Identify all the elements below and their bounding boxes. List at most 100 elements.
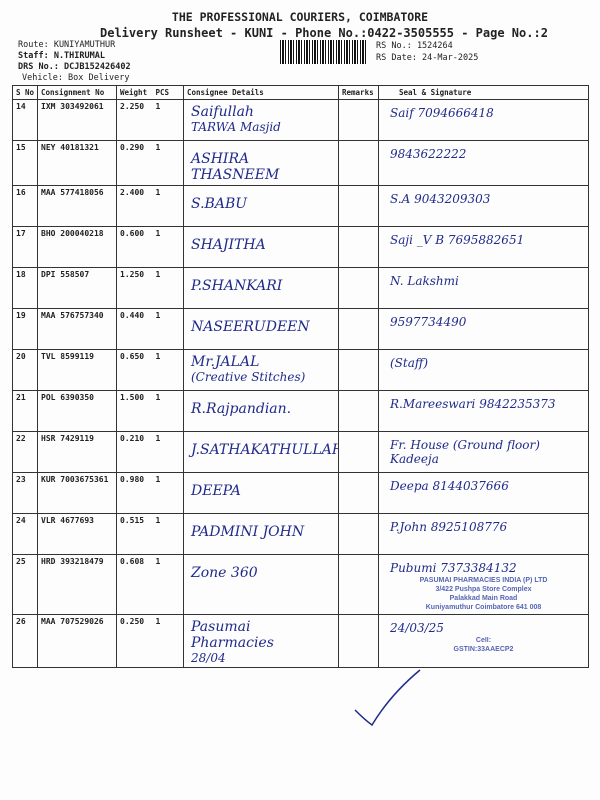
table-row: 26 MAA 707529026 0.250 1 Pasumai Pharmacies 2…: [12, 614, 589, 668]
table-row: 17 BHO 200040218 0.600 1 SHAJITHA Saji _V B 7…: [12, 226, 589, 268]
row-consignment-no: MAA 576757340: [37, 308, 117, 350]
signature: N. Lakshmi: [390, 274, 459, 288]
row-remarks: [338, 513, 379, 555]
row-weight: 0.980: [116, 472, 150, 514]
signature: (Staff): [390, 356, 429, 370]
row-consignee: Zone 360: [183, 554, 339, 615]
table-row: 19 MAA 576757340 0.440 1 NASEERUDEEN 95977344…: [12, 308, 589, 350]
row-remarks: [338, 99, 379, 141]
col-weight: Weight: [116, 85, 150, 100]
consignee-name: Zone 360: [191, 565, 258, 581]
company-stamp-continued: Cell: GSTIN:33AAECP2: [382, 635, 585, 654]
row-signature: S.A 9043209303: [378, 185, 589, 227]
barcode: [280, 40, 366, 64]
vehicle: Vehicle: Box Delivery: [22, 73, 130, 83]
signature: Fr. House (Ground floor) Kadeeja: [390, 438, 540, 466]
consignee-name: SHAJITHA: [191, 237, 266, 253]
row-sno: 26: [12, 614, 38, 668]
stamp-text: PASUMAI PHARMACIES INDIA (P) LTD: [419, 577, 548, 584]
signature: 9843622222: [390, 147, 467, 161]
row-pcs: 1: [149, 226, 184, 268]
row-sno: 19: [12, 308, 38, 350]
table-row: 22 HSR 7429119 0.210 1 J.SATHAKATHULLAH Fr. H…: [12, 431, 589, 473]
row-consignment-no: MAA 577418056: [37, 185, 117, 227]
consignee-name: ASHIRA THASNEEM: [191, 151, 280, 183]
stamp-text: 3/422 Pushpa Store Complex: [435, 586, 532, 593]
consignee-name: R.Rajpandian.: [191, 401, 292, 417]
row-consignee: NASEERUDEEN: [183, 308, 339, 350]
row-pcs: 1: [149, 472, 184, 514]
runsheet-subtitle: Delivery Runsheet - KUNI - Phone No.:042…: [100, 26, 548, 40]
table-row: 18 DPI 558507 1.250 1 P.SHANKARI N. Lakshmi: [12, 267, 589, 309]
table-row: 24 VLR 4677693 0.515 1 PADMINI JOHN P.John 89…: [12, 513, 589, 555]
table-row: 25 HRD 393218479 0.608 1 Zone 360 Pubumi 7373…: [12, 554, 589, 615]
check-mark: [354, 669, 421, 727]
row-remarks: [338, 185, 379, 227]
row-remarks: [338, 140, 379, 186]
row-remarks: [338, 472, 379, 514]
row-pcs: 1: [149, 390, 184, 432]
row-consignee: J.SATHAKATHULLAH: [183, 431, 339, 473]
row-pcs: 1: [149, 185, 184, 227]
consignee-name: DEEPA: [191, 483, 241, 499]
col-pcs: PCS: [149, 85, 184, 100]
consignee-name: Mr.JALAL: [191, 354, 260, 370]
signature: Saji _V B 7695882651: [390, 233, 525, 247]
table-row: 21 POL 6390350 1.500 1 R.Rajpandian. R.Marees…: [12, 390, 589, 432]
table-header: S No Consignment No Weight PCS Consignee…: [12, 85, 589, 100]
signature: 24/03/25: [390, 621, 444, 635]
consignee-name: J.SATHAKATHULLAH: [191, 442, 339, 458]
stamp-text: Cell:: [475, 637, 492, 644]
col-signature: Seal & Signature: [378, 85, 589, 100]
row-consignment-no: KUR 7003675361: [37, 472, 117, 514]
row-weight: 1.500: [116, 390, 150, 432]
row-weight: 0.250: [116, 614, 150, 668]
row-consignment-no: POL 6390350: [37, 390, 117, 432]
row-consignee: Mr.JALAL (Creative Stitches): [183, 349, 339, 391]
row-remarks: [338, 226, 379, 268]
row-weight: 0.290: [116, 140, 150, 186]
signature: Saif 7094666418: [390, 106, 494, 120]
row-sno: 18: [12, 267, 38, 309]
row-consignment-no: MAA 707529026: [37, 614, 117, 668]
row-consignment-no: VLR 4677693: [37, 513, 117, 555]
row-sno: 22: [12, 431, 38, 473]
signature: Pubumi 7373384132: [390, 561, 517, 575]
company-stamp: PASUMAI PHARMACIES INDIA (P) LTD 3/422 Pu…: [382, 575, 585, 612]
consignee-detail: TARWA Masjid: [191, 120, 281, 134]
consignee-name: S.BABU: [191, 196, 248, 212]
drs-number: DRS No.: DCJB152426402: [18, 62, 131, 72]
row-consignee: ASHIRA THASNEEM: [183, 140, 339, 186]
row-consignee: SHAJITHA: [183, 226, 339, 268]
consignee-name: PADMINI JOHN: [191, 524, 305, 540]
row-sno: 24: [12, 513, 38, 555]
signature: Deepa 8144037666: [390, 479, 509, 493]
row-signature: Deepa 8144037666: [378, 472, 589, 514]
table-row: 23 KUR 7003675361 0.980 1 DEEPA Deepa 8144037…: [12, 472, 589, 514]
row-weight: 2.400: [116, 185, 150, 227]
row-sno: 16: [12, 185, 38, 227]
row-pcs: 1: [149, 614, 184, 668]
row-consignee: DEEPA: [183, 472, 339, 514]
col-remarks: Remarks: [338, 85, 379, 100]
row-consignee: Saifullah TARWA Masjid: [183, 99, 339, 141]
consignee-name: Pasumai Pharmacies: [191, 619, 274, 651]
row-sno: 14: [12, 99, 38, 141]
row-weight: 0.650: [116, 349, 150, 391]
row-consignee: R.Rajpandian.: [183, 390, 339, 432]
stamp-text: Kuniyamuthur Coimbatore 641 008: [425, 604, 542, 611]
rs-number: RS No.: 1524264: [376, 41, 453, 51]
row-signature: N. Lakshmi: [378, 267, 589, 309]
staff: Staff: N.THIRUMAL: [18, 51, 105, 61]
stamp-text: Palakkad Main Road: [449, 595, 518, 602]
table-row: 15 NEY 40181321 0.290 1 ASHIRA THASNEEM 98436…: [12, 140, 589, 186]
consignee-detail: (Creative Stitches): [191, 370, 306, 384]
row-signature: (Staff): [378, 349, 589, 391]
row-consignment-no: DPI 558507: [37, 267, 117, 309]
row-consignee: PADMINI JOHN: [183, 513, 339, 555]
row-sno: 21: [12, 390, 38, 432]
row-consignee: Pasumai Pharmacies 28/04: [183, 614, 339, 668]
company-title: THE PROFESSIONAL COURIERS, COIMBATORE: [171, 10, 429, 24]
row-consignment-no: HRD 393218479: [37, 554, 117, 615]
row-remarks: [338, 308, 379, 350]
